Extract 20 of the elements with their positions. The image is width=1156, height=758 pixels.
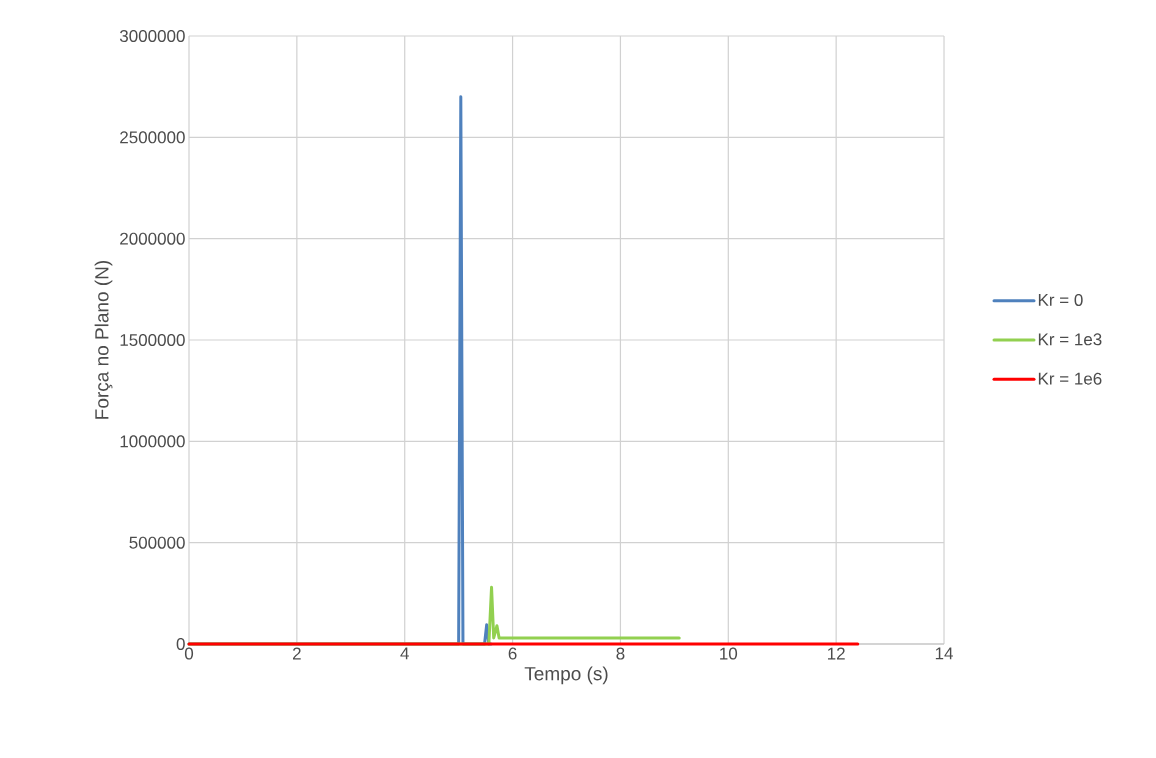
y-tick-label: 0 (176, 637, 185, 651)
x-axis-title: Tempo (s) (524, 666, 608, 685)
legend-label: Kr = 1e3 (1038, 333, 1102, 346)
y-tick-label: 1500000 (120, 333, 185, 347)
x-tick-label: 10 (720, 647, 738, 660)
y-tick-label: 500000 (129, 536, 185, 549)
x-tick-label: 6 (508, 647, 517, 660)
y-tick-label: 1000000 (120, 435, 185, 448)
x-tick-label: 12 (828, 647, 845, 660)
y-tick-label: 3000000 (119, 29, 185, 43)
x-tick-label: 8 (616, 647, 625, 660)
legend-label: Kr = 0 (1038, 293, 1083, 306)
x-tick-label: 4 (400, 647, 409, 660)
x-tick-label: 0 (184, 647, 194, 660)
x-tick-label: 14 (935, 647, 953, 660)
y-tick-label: 2500000 (120, 131, 185, 144)
x-tick-label: 2 (293, 647, 301, 660)
legend-label: Kr = 1e6 (1038, 372, 1102, 385)
y-tick-label: 2000000 (120, 232, 185, 245)
y-axis-title: Força no Plano (N) (94, 260, 113, 419)
